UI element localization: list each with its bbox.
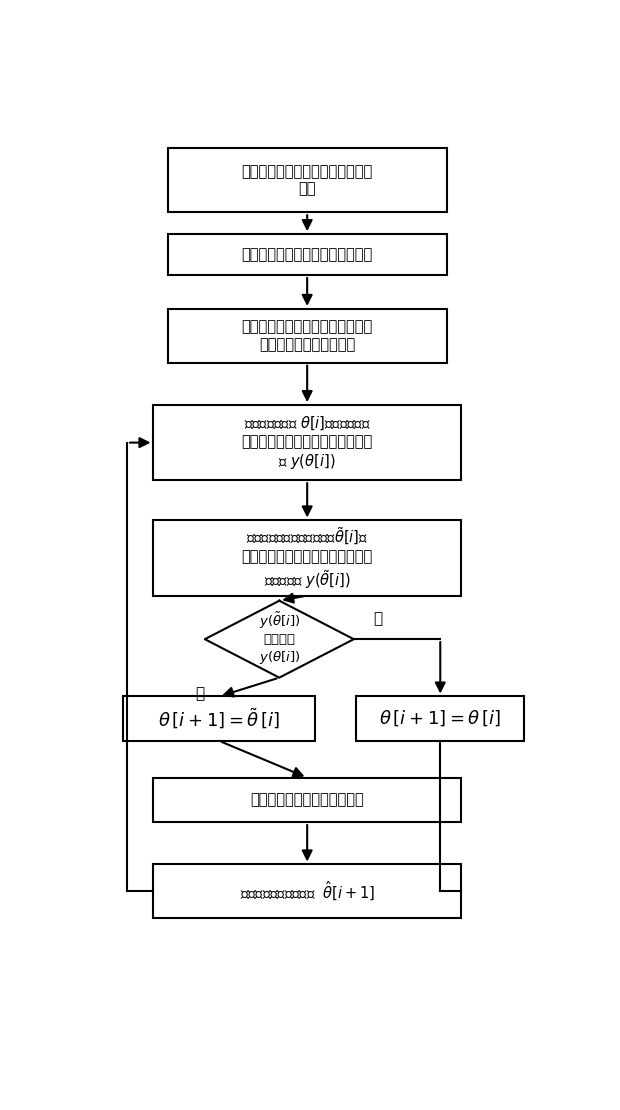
Text: 得到删除信道中有效吞吐量的计算
公式: 得到删除信道中有效吞吐量的计算 公式: [242, 164, 373, 196]
FancyBboxPatch shape: [168, 148, 446, 212]
FancyBboxPatch shape: [168, 234, 446, 275]
Text: 确定研究对象，设定其可行搜索域: 确定研究对象，设定其可行搜索域: [242, 248, 373, 262]
FancyBboxPatch shape: [153, 521, 461, 596]
Text: 更新当前最优联合码率  $\hat{\theta}[i+1]$: 更新当前最优联合码率 $\hat{\theta}[i+1]$: [239, 880, 375, 902]
Text: $y(\theta[i])$: $y(\theta[i])$: [259, 649, 300, 666]
Text: 更新联合码率的状态概率向量: 更新联合码率的状态概率向量: [250, 793, 364, 807]
FancyBboxPatch shape: [168, 309, 446, 363]
Text: $y(\tilde{\theta}[i])$: $y(\tilde{\theta}[i])$: [259, 610, 300, 630]
FancyBboxPatch shape: [153, 405, 461, 481]
Text: 随机选择另一个联合码率为$\tilde{\theta}[i]$，
结合当前信道状态信息计算对应的
有效吞吐量 $y(\tilde{\theta}[i])$: 随机选择另一个联合码率为$\tilde{\theta}[i]$， 结合当前信道状…: [242, 525, 373, 591]
Text: $\theta\,[i+1] = \tilde{\theta}\,[i]$: $\theta\,[i+1] = \tilde{\theta}\,[i]$: [158, 707, 280, 730]
Text: 当前联合码率为 $\theta[i]$，结合当前信
道状态信息计算对应的的有效吞吐
量 $y(\theta[i])$: 当前联合码率为 $\theta[i]$，结合当前信 道状态信息计算对应的的有效吞…: [242, 414, 373, 471]
FancyBboxPatch shape: [153, 778, 461, 823]
Text: $\theta\,[i+1] = \theta\,[i]$: $\theta\,[i+1] = \theta\,[i]$: [379, 709, 502, 728]
Text: 随机选择联合码率，并初始化最优
联合码率及状态概率向量: 随机选择联合码率，并初始化最优 联合码率及状态概率向量: [242, 320, 373, 352]
Text: 是: 是: [196, 686, 205, 702]
Text: 否: 否: [373, 612, 382, 626]
FancyBboxPatch shape: [356, 696, 525, 740]
FancyBboxPatch shape: [153, 865, 461, 918]
Polygon shape: [205, 601, 354, 677]
FancyBboxPatch shape: [123, 696, 316, 740]
Text: 是否大于: 是否大于: [264, 633, 295, 646]
